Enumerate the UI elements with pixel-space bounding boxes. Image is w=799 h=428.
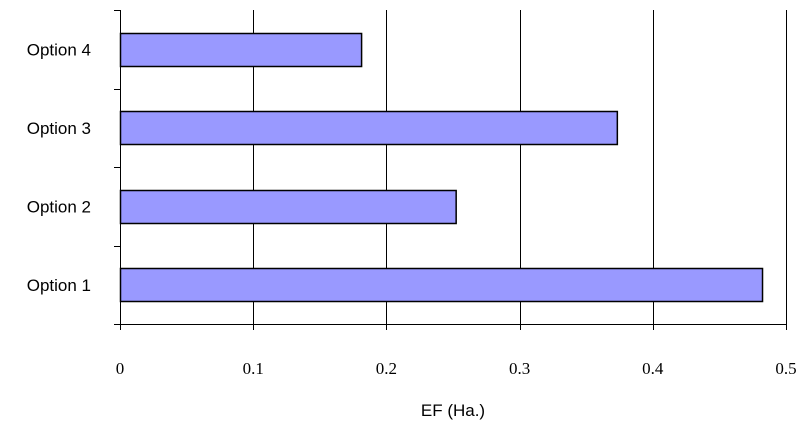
x-axis-title: EF (Ha.) bbox=[421, 401, 485, 420]
category-label-option-2: Option 2 bbox=[27, 197, 91, 216]
category-labels: Option 1 Option 2 Option 3 Option 4 bbox=[27, 40, 91, 295]
bars bbox=[119, 32, 764, 303]
axes bbox=[114, 10, 787, 330]
bar-option-1 bbox=[119, 267, 764, 303]
category-label-option-1: Option 1 bbox=[27, 276, 91, 295]
bar-option-4 bbox=[119, 32, 363, 68]
x-tick-label-0: 0 bbox=[116, 359, 125, 378]
category-label-option-3: Option 3 bbox=[27, 119, 91, 138]
bar-option-2 bbox=[119, 189, 457, 225]
x-tick-label-0.3: 0.3 bbox=[509, 359, 530, 378]
bar-option-3 bbox=[119, 110, 619, 146]
category-label-option-4: Option 4 bbox=[27, 40, 91, 59]
x-tick-label-0.4: 0.4 bbox=[642, 359, 664, 378]
tick-labels: 0 0.1 0.2 0.3 0.4 0.5 bbox=[116, 359, 797, 378]
x-tick-label-0.1: 0.1 bbox=[243, 359, 264, 378]
x-tick-label-0.2: 0.2 bbox=[376, 359, 397, 378]
x-tick-label-0.5: 0.5 bbox=[775, 359, 796, 378]
